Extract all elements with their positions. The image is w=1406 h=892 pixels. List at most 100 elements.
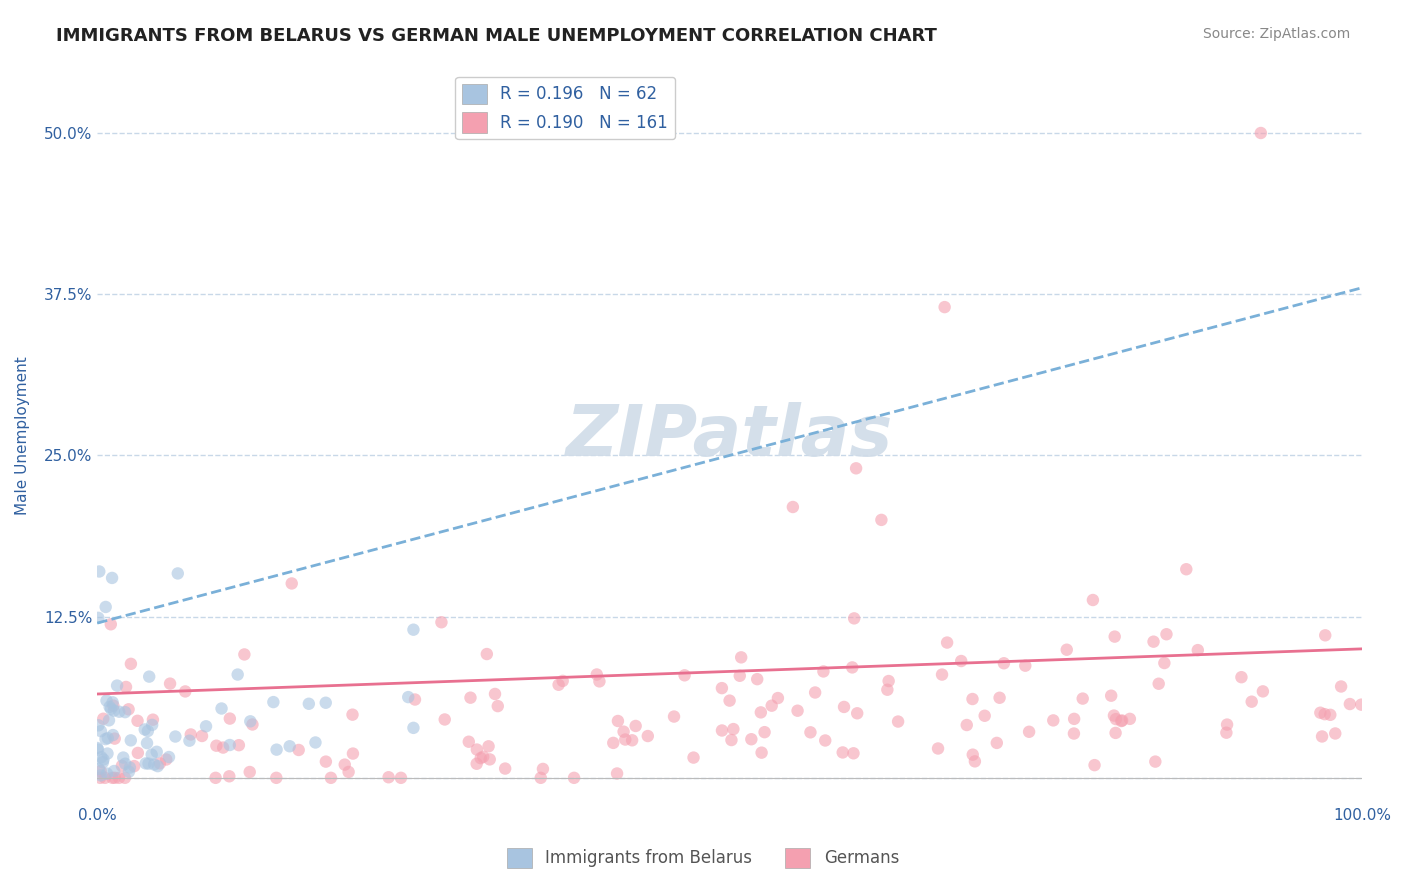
- Point: [963, 755, 986, 769]
- Point: [96, 693, 118, 707]
- Point: [138, 756, 160, 771]
- Point: [993, 657, 1015, 671]
- Point: [845, 461, 868, 475]
- Point: [1175, 562, 1198, 576]
- Point: [135, 756, 157, 771]
- Point: [166, 566, 188, 581]
- Point: [718, 693, 741, 707]
- Point: [832, 700, 855, 714]
- Point: [1324, 726, 1347, 740]
- Point: [94, 732, 117, 747]
- Point: [389, 771, 412, 785]
- Point: [1142, 634, 1164, 648]
- Point: [319, 771, 342, 785]
- Point: [846, 706, 869, 721]
- Point: [1104, 726, 1126, 740]
- Point: [1230, 670, 1253, 684]
- Point: [105, 679, 128, 693]
- Point: [87, 762, 110, 776]
- Point: [673, 668, 696, 682]
- Point: [1105, 712, 1128, 726]
- Point: [1215, 725, 1237, 739]
- Point: [134, 723, 156, 737]
- Point: [477, 739, 499, 754]
- Point: [136, 723, 159, 738]
- Point: [751, 746, 773, 760]
- Point: [1018, 724, 1040, 739]
- Point: [927, 741, 949, 756]
- Text: ZIPatlas: ZIPatlas: [567, 401, 893, 471]
- Point: [614, 732, 637, 747]
- Point: [1099, 689, 1122, 703]
- Point: [1313, 707, 1336, 722]
- Point: [547, 678, 569, 692]
- Point: [342, 707, 364, 722]
- Point: [337, 764, 360, 779]
- Point: [1063, 712, 1085, 726]
- Point: [108, 705, 131, 719]
- Point: [204, 771, 226, 785]
- Point: [404, 692, 426, 706]
- Point: [1042, 714, 1064, 728]
- Point: [723, 722, 745, 736]
- Point: [786, 704, 808, 718]
- Point: [766, 691, 789, 706]
- Point: [1240, 695, 1263, 709]
- Point: [430, 615, 453, 630]
- Point: [662, 709, 685, 723]
- Point: [91, 712, 114, 726]
- Point: [934, 300, 956, 314]
- Point: [96, 747, 118, 761]
- Point: [530, 771, 553, 785]
- Point: [624, 719, 647, 733]
- Point: [98, 714, 121, 728]
- Point: [1119, 712, 1142, 726]
- Point: [149, 756, 172, 771]
- Point: [239, 714, 262, 729]
- Point: [298, 697, 321, 711]
- Point: [962, 747, 984, 762]
- Point: [89, 565, 111, 579]
- Point: [842, 746, 865, 760]
- Point: [86, 741, 108, 756]
- Point: [180, 727, 202, 741]
- Point: [460, 690, 482, 705]
- Point: [1187, 643, 1209, 657]
- Point: [606, 714, 628, 728]
- Point: [174, 684, 197, 698]
- Point: [402, 721, 425, 735]
- Point: [887, 714, 910, 729]
- Point: [315, 696, 337, 710]
- Point: [844, 611, 866, 625]
- Point: [621, 733, 644, 747]
- Point: [228, 738, 250, 752]
- Point: [120, 657, 142, 671]
- Point: [531, 762, 554, 776]
- Point: [100, 617, 122, 632]
- Point: [205, 739, 228, 753]
- Point: [973, 708, 995, 723]
- Point: [613, 724, 636, 739]
- Legend: Immigrants from Belarus, Germans: Immigrants from Belarus, Germans: [501, 841, 905, 875]
- Point: [266, 742, 288, 756]
- Point: [682, 750, 704, 764]
- Point: [101, 571, 124, 585]
- Point: [761, 698, 783, 713]
- Point: [465, 756, 488, 771]
- Point: [1330, 680, 1353, 694]
- Point: [1083, 758, 1105, 772]
- Point: [91, 756, 114, 770]
- Point: [120, 733, 142, 747]
- Point: [475, 647, 498, 661]
- Point: [179, 733, 201, 747]
- Point: [1319, 707, 1341, 722]
- Point: [98, 699, 121, 714]
- Point: [831, 746, 853, 760]
- Point: [870, 513, 893, 527]
- Point: [457, 735, 479, 749]
- Point: [1216, 717, 1239, 731]
- Point: [218, 738, 240, 752]
- Point: [986, 736, 1008, 750]
- Point: [710, 681, 733, 695]
- Point: [141, 747, 163, 762]
